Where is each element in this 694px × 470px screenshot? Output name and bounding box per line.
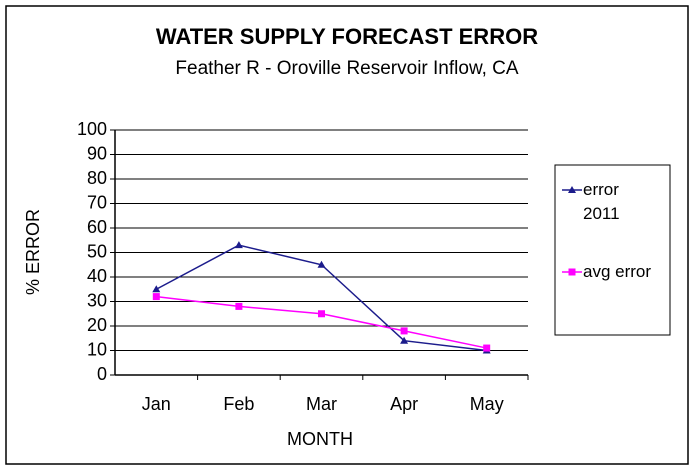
y-tick-label: 20 <box>87 315 107 335</box>
legend-label: error 2011 <box>583 180 620 223</box>
y-axis-label: % ERROR <box>23 209 43 295</box>
y-tick-label: 90 <box>87 143 107 163</box>
y-tick-label: 100 <box>77 119 107 139</box>
data-point <box>317 260 326 268</box>
data-point <box>400 336 409 344</box>
data-point <box>152 285 161 293</box>
y-tick-label: 40 <box>87 266 107 286</box>
legend-entry: avg error <box>583 262 652 281</box>
data-point <box>318 310 325 318</box>
chart-title: WATER SUPPLY FORECAST ERROR <box>156 24 538 49</box>
legend-marker <box>568 186 576 193</box>
x-tick-label: Mar <box>306 394 337 414</box>
y-tick-label: 50 <box>87 241 107 261</box>
data-point <box>483 344 491 352</box>
y-tick-label: 80 <box>87 168 107 188</box>
data-point <box>234 241 243 249</box>
legend-label: avg error <box>583 262 652 281</box>
x-tick-label: Jan <box>142 394 171 414</box>
legend-box <box>554 164 671 336</box>
chart-subtitle: Feather R - Oroville Reservoir Inflow, C… <box>175 58 518 79</box>
y-tick-label: 10 <box>87 339 107 359</box>
x-tick-label: Feb <box>223 394 254 414</box>
y-tick-label: 70 <box>87 192 107 212</box>
data-point <box>400 327 408 335</box>
y-tick-label: 60 <box>87 217 107 237</box>
legend-marker <box>568 268 576 276</box>
y-tick-label: 30 <box>87 290 107 310</box>
x-tick-label: Apr <box>390 394 418 414</box>
x-axis-label: MONTH <box>287 429 353 449</box>
data-point <box>235 302 243 310</box>
legend-entry: error 2011 <box>583 180 620 223</box>
y-tick-label: 0 <box>97 364 107 384</box>
data-point <box>152 293 160 301</box>
x-tick-label: May <box>470 394 504 414</box>
